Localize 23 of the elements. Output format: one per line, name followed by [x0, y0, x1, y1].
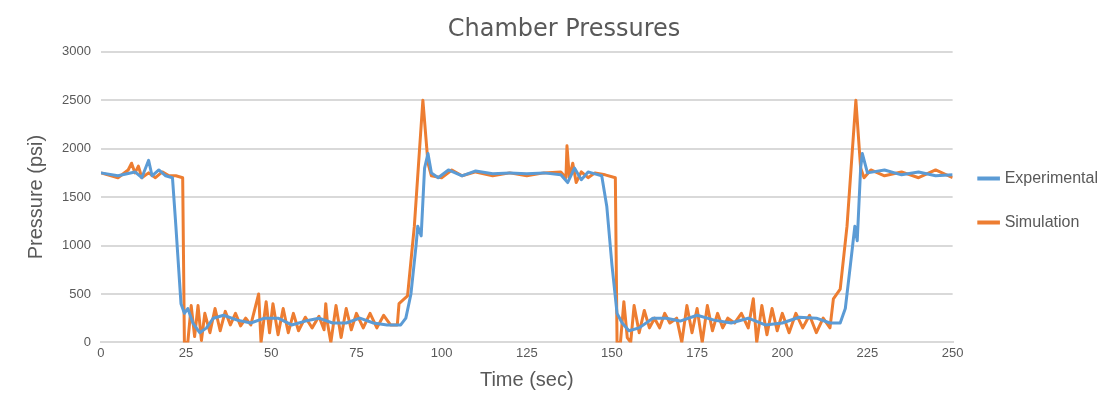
x-axis-title: Time (sec): [479, 367, 574, 390]
x-tick-label: 0: [97, 344, 105, 360]
x-tick-label: 125: [515, 344, 538, 360]
y-axis-title: Pressure (psi): [23, 134, 46, 260]
x-tick-label: 25: [178, 344, 194, 360]
y-tick-label: 2500: [62, 91, 91, 107]
x-tick-label: 250: [941, 344, 964, 360]
chart-title: Chamber Pressures: [447, 13, 681, 42]
y-tick-label: 0: [83, 333, 91, 349]
x-tick-label: 150: [601, 344, 623, 360]
legend-label: Simulation: [1004, 212, 1080, 230]
x-tick-label: 225: [856, 344, 879, 360]
x-tick-label: 75: [349, 344, 364, 360]
y-tick-label: 2000: [62, 140, 91, 156]
x-tick-label: 100: [430, 344, 453, 360]
y-tick-label: 500: [69, 285, 91, 301]
legend-label: Experimental: [1004, 168, 1098, 186]
y-tick-label: 1000: [62, 237, 91, 253]
y-tick-label: 3000: [62, 43, 91, 59]
x-tick-label: 50: [264, 344, 279, 360]
x-tick-label: 200: [771, 344, 794, 360]
x-tick-label: 175: [686, 344, 708, 360]
y-tick-label: 1500: [62, 188, 91, 204]
